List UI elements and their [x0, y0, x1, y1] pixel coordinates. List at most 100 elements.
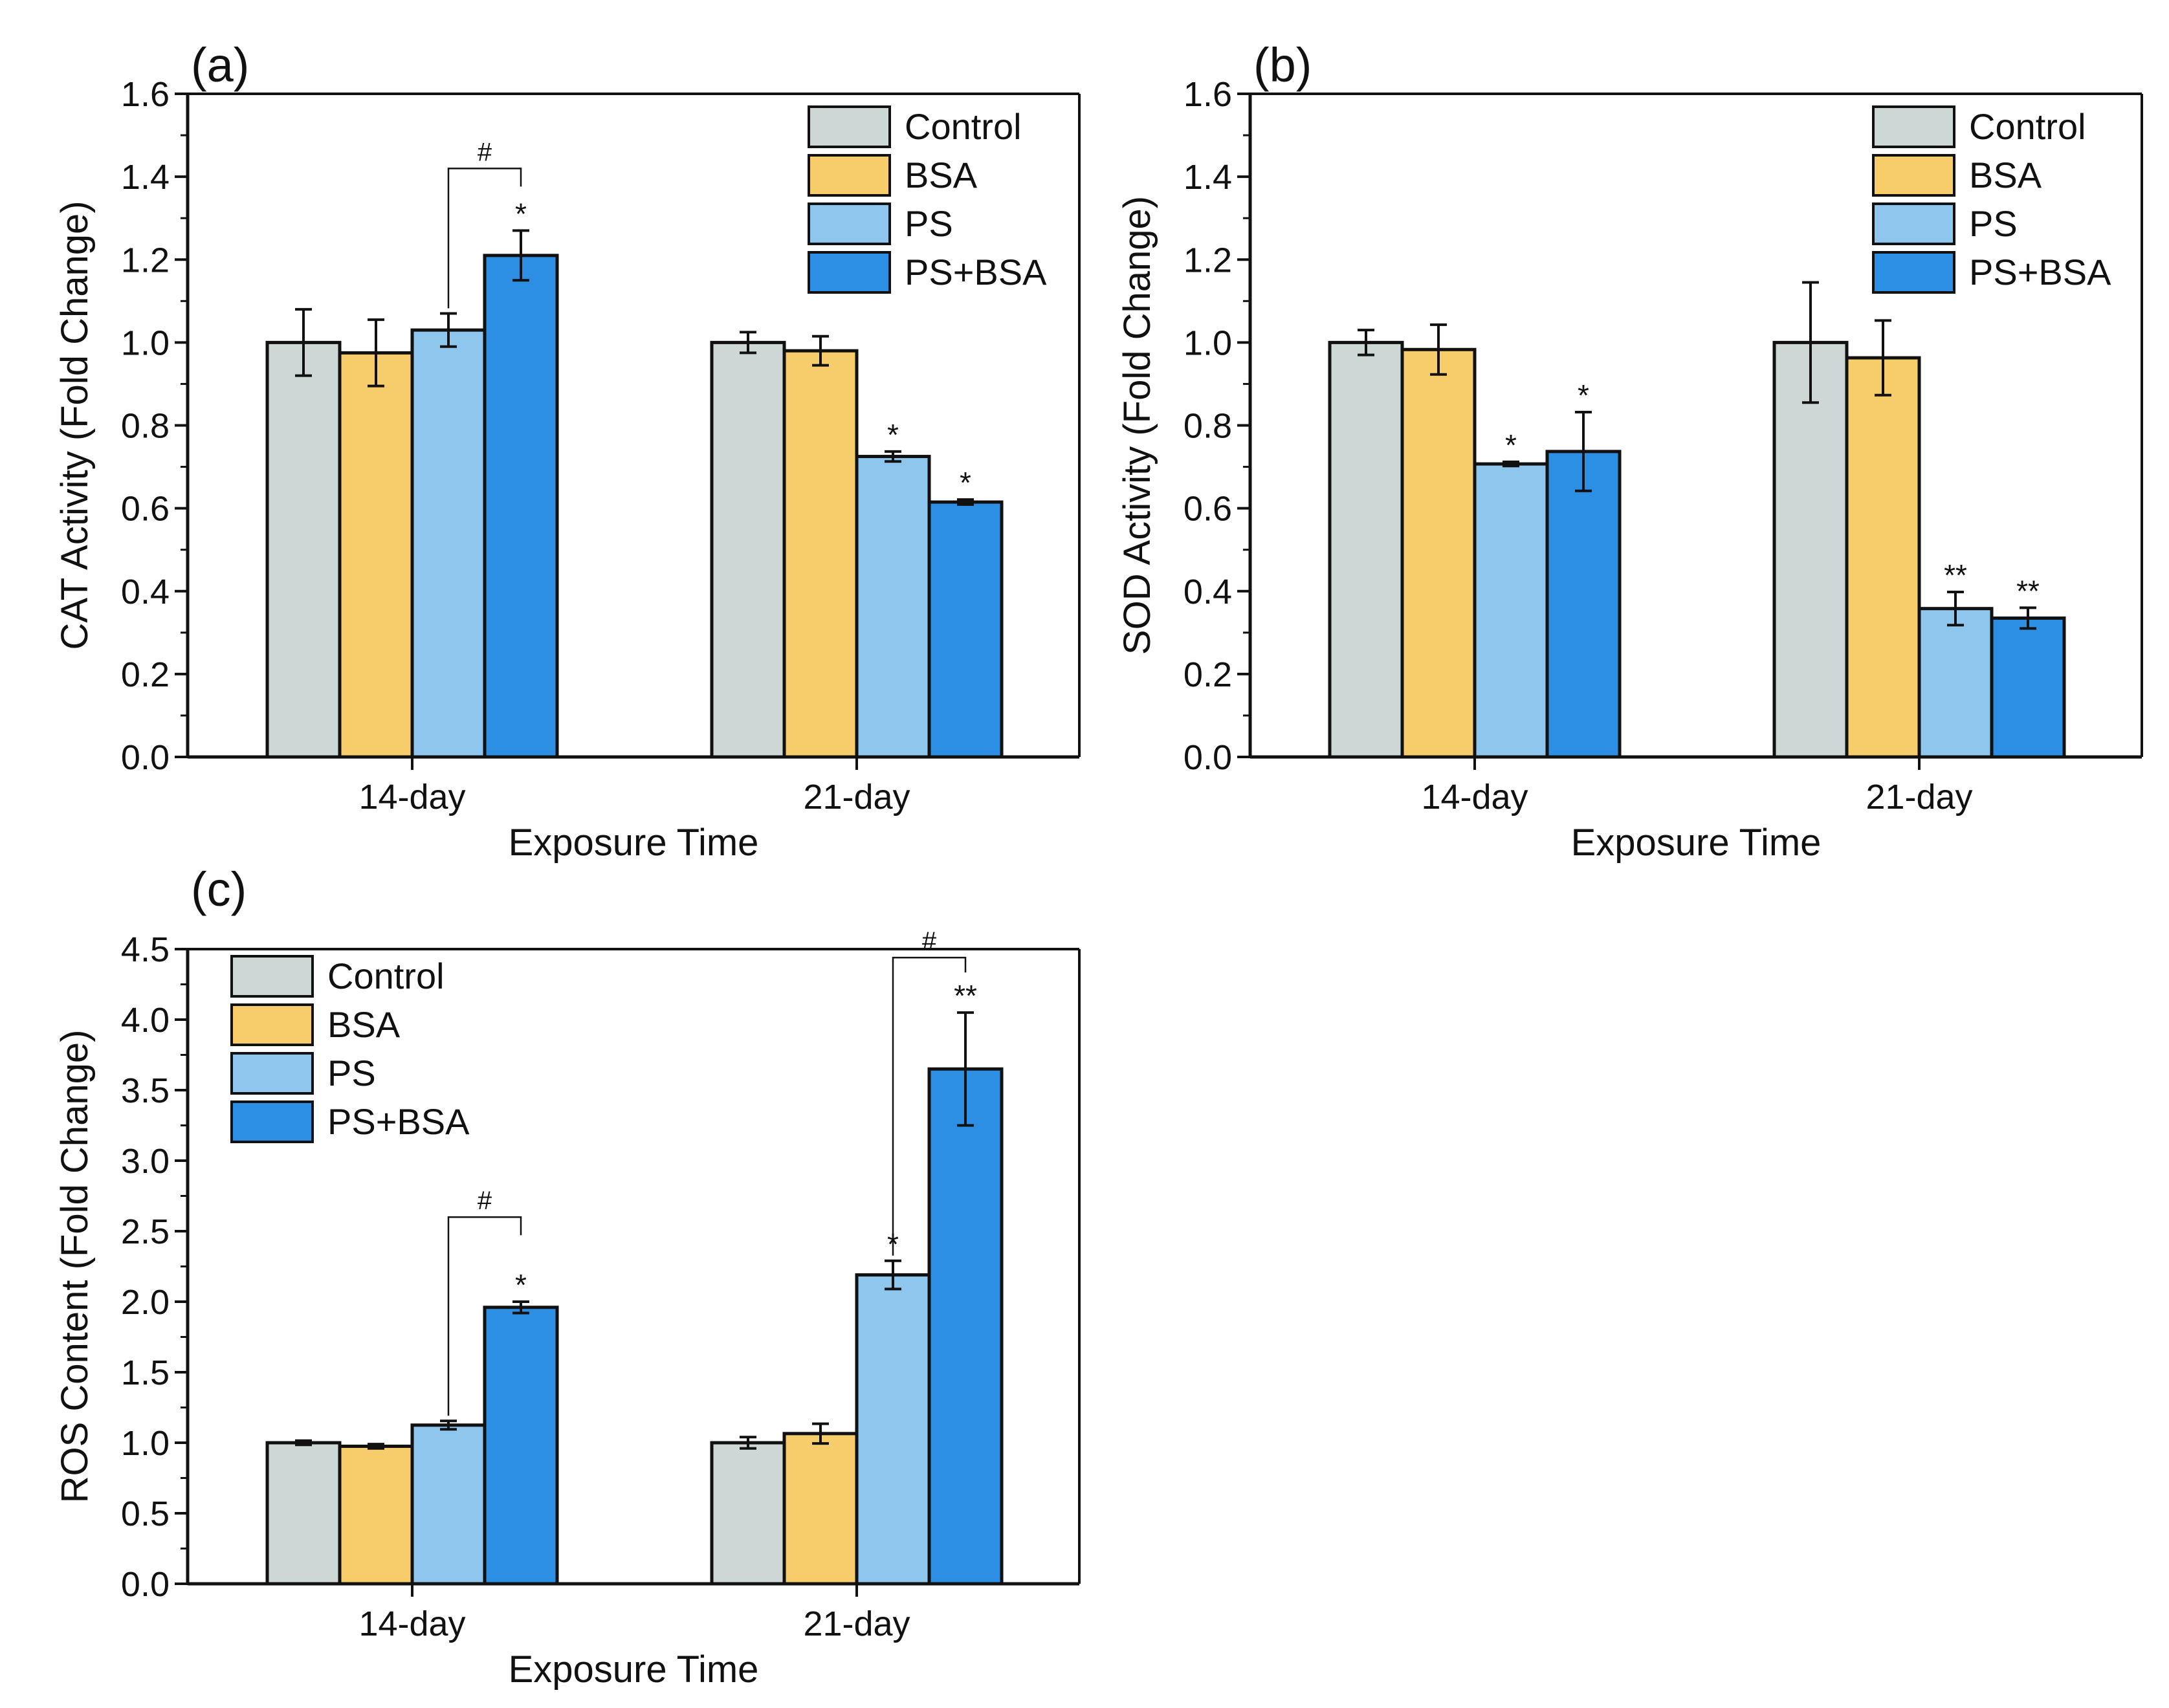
- x-tick-label: 21-day: [1866, 778, 1972, 816]
- y-tick-label: 0.5: [121, 1494, 170, 1533]
- panel-letter: (a): [191, 38, 249, 92]
- y-tick-label: 2.0: [121, 1283, 170, 1322]
- legend-swatch-control: [230, 955, 314, 998]
- legend-swatch-ps-bsa: [808, 251, 891, 294]
- y-tick-label: 2.5: [121, 1212, 170, 1251]
- y-tick-label: 1.4: [121, 158, 170, 197]
- legend-swatch-ps-bsa: [230, 1100, 314, 1143]
- y-tick-label: 1.6: [1184, 75, 1232, 114]
- y-tick-label: 0.0: [121, 1565, 170, 1604]
- y-tick-label: 0.8: [121, 407, 170, 446]
- bar-bsa-21-day: [782, 349, 859, 759]
- bar-control-21-day: [710, 340, 786, 759]
- legend-label: PS: [905, 203, 953, 244]
- y-tick-label: 1.4: [1184, 158, 1232, 197]
- bar-ps-14-day: [410, 328, 487, 759]
- comparison-bracket: [892, 956, 967, 1256]
- y-tick-label: 0.8: [1184, 407, 1232, 446]
- bar-bsa-21-day: [782, 1432, 859, 1586]
- y-axis-title: ROS Content (Fold Change): [54, 1030, 96, 1504]
- legend-label: PS+BSA: [1969, 252, 2111, 292]
- y-tick-label: 0.6: [1184, 490, 1232, 529]
- legend-swatch-ps: [808, 203, 891, 245]
- legend-label: PS: [1969, 203, 2018, 244]
- significance-marker: *: [887, 418, 899, 452]
- x-tick-label: 21-day: [803, 778, 910, 816]
- bar-bsa-21-day: [1845, 356, 1921, 759]
- bar-bsa-14-day: [338, 351, 414, 759]
- y-tick-label: 1.0: [121, 1424, 170, 1463]
- bar-control-14-day: [265, 340, 342, 759]
- y-tick-label: 1.2: [1184, 241, 1232, 279]
- legend-swatch-bsa: [808, 154, 891, 197]
- legend-label: BSA: [327, 1004, 401, 1045]
- x-axis-title: Exposure Time: [509, 822, 759, 864]
- legend-label: PS: [327, 1053, 376, 1093]
- chart-panel-b: (b)**14-day** **21-day0.00.20.40.60.81.01…: [1116, 38, 2143, 864]
- bar-ps-bsa-14-day: [1545, 450, 1622, 759]
- significance-marker: *: [1578, 378, 1589, 412]
- y-tick-label: 3.5: [121, 1071, 170, 1110]
- significance-marker: **: [2016, 574, 2040, 608]
- x-axis-title: Exposure Time: [509, 1648, 759, 1691]
- significance-marker: *: [515, 197, 527, 230]
- legend-label: BSA: [1969, 155, 2042, 195]
- legend-label: Control: [1969, 106, 2086, 147]
- bar-ps-14-day: [1473, 462, 1549, 759]
- y-tick-label: 0.0: [121, 738, 170, 777]
- bar-ps-14-day: [410, 1423, 487, 1586]
- comparison-bracket: [447, 168, 522, 309]
- bar-ps-bsa-21-day: [1990, 616, 2066, 759]
- y-tick-label: 0.6: [121, 490, 170, 529]
- legend-swatch-ps: [230, 1052, 314, 1095]
- y-tick-label: 0.4: [121, 573, 170, 611]
- significance-marker: **: [954, 979, 977, 1013]
- x-tick-label: 21-day: [803, 1604, 910, 1643]
- bar-ps-bsa-14-day: [483, 1306, 559, 1586]
- legend-swatch-control: [1872, 105, 1955, 148]
- bar-ps-21-day: [855, 455, 931, 759]
- panel-letter: (c): [191, 862, 247, 916]
- bar-bsa-14-day: [1400, 347, 1477, 759]
- y-tick-label: 4.5: [121, 930, 170, 969]
- y-tick-label: 1.2: [121, 241, 170, 279]
- legend-swatch-control: [808, 105, 891, 148]
- bar-ps-bsa-21-day: [927, 1067, 1004, 1586]
- legend-label: PS+BSA: [327, 1101, 470, 1142]
- bar-ps-bsa-14-day: [483, 254, 559, 759]
- x-axis-title: Exposure Time: [1571, 822, 1822, 864]
- legend-swatch-bsa: [1872, 154, 1955, 197]
- y-tick-label: 0.4: [1184, 573, 1232, 611]
- bar-ps-21-day: [855, 1273, 931, 1586]
- legend-label: Control: [327, 956, 445, 996]
- y-tick-label: 4.0: [121, 1001, 170, 1040]
- bar-control-14-day: [1328, 340, 1404, 759]
- legend-swatch-bsa: [230, 1003, 314, 1046]
- y-tick-label: 0.2: [121, 655, 170, 694]
- y-tick-label: 1.5: [121, 1353, 170, 1392]
- bracket-label: #: [478, 1187, 492, 1215]
- y-axis-title: SOD Activity (Fold Change): [1116, 196, 1158, 655]
- y-axis-title: CAT Activity (Fold Change): [54, 201, 96, 650]
- legend-swatch-ps-bsa: [1872, 251, 1955, 294]
- bracket-label: #: [478, 138, 492, 166]
- y-tick-label: 1.0: [1184, 323, 1232, 362]
- significance-marker: **: [1944, 558, 1967, 592]
- y-tick-label: 0.2: [1184, 655, 1232, 694]
- x-tick-label: 14-day: [358, 1604, 465, 1643]
- y-tick-label: 1.6: [121, 75, 170, 114]
- significance-marker: *: [515, 1268, 527, 1302]
- chart-panel-c: (c)*14-day***21-day##0.00.51.01.52.02.53…: [54, 862, 1081, 1691]
- bracket-label: #: [922, 927, 937, 956]
- bar-control-14-day: [265, 1441, 342, 1586]
- legend-label: Control: [905, 106, 1022, 147]
- comparison-bracket: [447, 1216, 522, 1416]
- bar-control-21-day: [710, 1441, 786, 1586]
- legend-label: BSA: [905, 155, 978, 195]
- bar-ps-21-day: [1917, 607, 1994, 759]
- significance-marker: *: [960, 466, 971, 499]
- legend-swatch-ps: [1872, 203, 1955, 245]
- x-tick-label: 14-day: [358, 778, 465, 816]
- x-tick-label: 14-day: [1421, 778, 1528, 816]
